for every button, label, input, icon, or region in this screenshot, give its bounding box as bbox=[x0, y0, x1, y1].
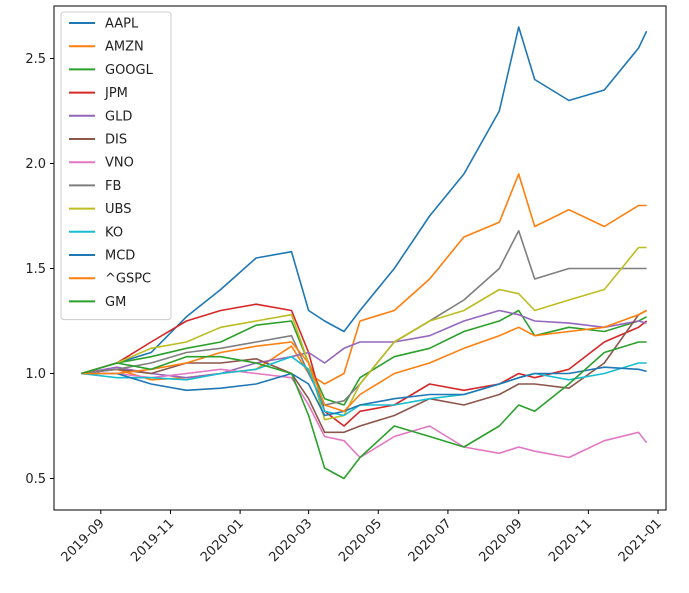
legend-label: AAPL bbox=[105, 17, 139, 32]
series-line-2 bbox=[81, 309, 647, 406]
legend-label: ^GSPC bbox=[105, 272, 151, 287]
x-tick-label: 2019-11 bbox=[128, 516, 177, 565]
y-tick-label: 1.0 bbox=[25, 367, 46, 382]
x-tick-label: 2020-09 bbox=[477, 516, 526, 565]
x-tick-label: 2020-03 bbox=[266, 516, 315, 565]
legend-item: VNO bbox=[69, 156, 134, 171]
legend-label: KO bbox=[105, 225, 123, 240]
legend-item: JPM bbox=[69, 86, 128, 101]
legend-item: AAPL bbox=[69, 17, 139, 32]
series-line-11 bbox=[81, 309, 647, 413]
legend-label: JPM bbox=[104, 86, 128, 101]
y-tick-label: 2.0 bbox=[25, 157, 46, 172]
y-axis: 0.5 1.0 1.5 2.0 2.5 bbox=[25, 52, 54, 487]
series-line-5 bbox=[81, 309, 647, 434]
y-tick-label: 0.5 bbox=[25, 472, 46, 487]
x-tick-label: 2019-09 bbox=[59, 516, 108, 565]
y-tick-label: 2.5 bbox=[25, 52, 46, 67]
legend-item: AMZN bbox=[69, 40, 144, 55]
legend-item: DIS bbox=[69, 133, 127, 148]
legend-label: DIS bbox=[105, 133, 127, 148]
series-line-0 bbox=[81, 26, 648, 375]
x-tick-label: 2021-01 bbox=[616, 516, 665, 565]
plot-area bbox=[81, 26, 648, 480]
legend-item: UBS bbox=[69, 202, 131, 217]
series-line-6 bbox=[81, 368, 648, 459]
legend-label: FB bbox=[105, 179, 121, 194]
legend-label: GOOGL bbox=[105, 63, 154, 78]
legend-label: GLD bbox=[105, 109, 132, 124]
legend-item: GOOGL bbox=[69, 63, 154, 78]
legend-label: GM bbox=[105, 295, 126, 310]
legend-item: GM bbox=[69, 295, 126, 310]
legend-box bbox=[60, 11, 172, 321]
legend-item: FB bbox=[69, 179, 121, 194]
x-tick-label: 2020-01 bbox=[198, 516, 247, 565]
series-line-3 bbox=[81, 303, 648, 427]
series-line-4 bbox=[81, 309, 647, 379]
series-line-12 bbox=[81, 341, 647, 480]
series-line-8 bbox=[81, 246, 647, 421]
legend-item: MCD bbox=[69, 249, 135, 264]
legend-item: KO bbox=[69, 225, 123, 240]
legend-item: GLD bbox=[69, 109, 132, 124]
legend: AAPL AMZN GOOGL JPM GLD DIS VNO FB UBS KO MCD ^GSPC… bbox=[60, 11, 172, 321]
legend-label: AMZN bbox=[105, 40, 144, 55]
legend-label: UBS bbox=[105, 202, 131, 217]
x-tick-label: 2020-11 bbox=[546, 516, 595, 565]
legend-item: ^GSPC bbox=[69, 272, 151, 287]
legend-label: VNO bbox=[105, 156, 134, 171]
plot-frame bbox=[53, 5, 667, 511]
x-tick-label: 2020-07 bbox=[406, 516, 455, 565]
legend-label: MCD bbox=[105, 249, 135, 264]
y-tick-label: 1.5 bbox=[25, 262, 46, 277]
x-tick-label: 2020-05 bbox=[336, 516, 385, 565]
x-axis: 2019-09 2019-11 2020-01 2020-03 2020-05 2020-… bbox=[59, 510, 665, 565]
series-line-10 bbox=[81, 366, 647, 417]
